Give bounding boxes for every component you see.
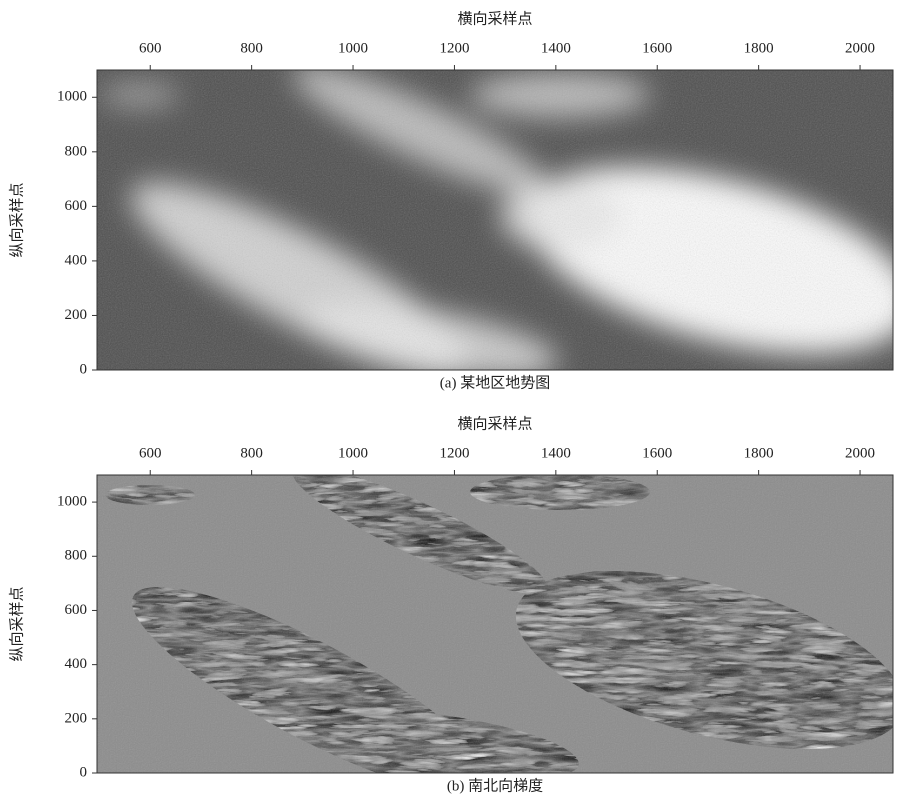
x-tick-label: 1800 (744, 445, 774, 461)
y-tick-label: 200 (65, 710, 88, 726)
terrain-image (97, 45, 904, 408)
x-tick-label: 2000 (845, 445, 875, 461)
x-axis-label: 横向采样点 (457, 415, 532, 432)
y-tick-label: 200 (65, 307, 88, 323)
x-tick-label: 800 (240, 40, 263, 56)
x-tick-label: 1200 (439, 445, 469, 461)
x-tick-label: 1400 (541, 445, 571, 461)
x-tick-label: 1600 (642, 40, 672, 56)
y-tick-label: 1000 (57, 89, 87, 105)
x-axis-label: 横向采样点 (457, 10, 532, 27)
figure: 6008001000120014001600180020000200400600… (0, 0, 904, 811)
y-tick-label: 0 (80, 764, 88, 780)
x-tick-label: 800 (240, 445, 263, 461)
y-tick-label: 400 (65, 252, 88, 268)
caption: (a) 某地区地势图 (440, 374, 550, 391)
y-tick-label: 600 (65, 602, 88, 618)
x-tick-label: 1600 (642, 445, 672, 461)
y-tick-label: 600 (65, 198, 88, 214)
x-tick-label: 1000 (338, 445, 368, 461)
x-tick-label: 1200 (439, 40, 469, 56)
x-tick-label: 600 (139, 40, 162, 56)
y-axis-label: 纵向采样点 (8, 182, 25, 257)
x-tick-label: 600 (139, 445, 162, 461)
y-tick-label: 800 (65, 143, 88, 159)
gradient-image (97, 447, 904, 811)
x-tick-label: 1800 (744, 40, 774, 56)
y-tick-label: 1000 (57, 494, 87, 510)
x-tick-label: 1000 (338, 40, 368, 56)
x-tick-label: 2000 (845, 40, 875, 56)
y-tick-label: 800 (65, 548, 88, 564)
y-axis-label: 纵向采样点 (8, 586, 25, 661)
x-tick-label: 1400 (541, 40, 571, 56)
caption: (b) 南北向梯度 (447, 777, 543, 794)
y-tick-label: 400 (65, 656, 88, 672)
y-tick-label: 0 (80, 361, 88, 377)
